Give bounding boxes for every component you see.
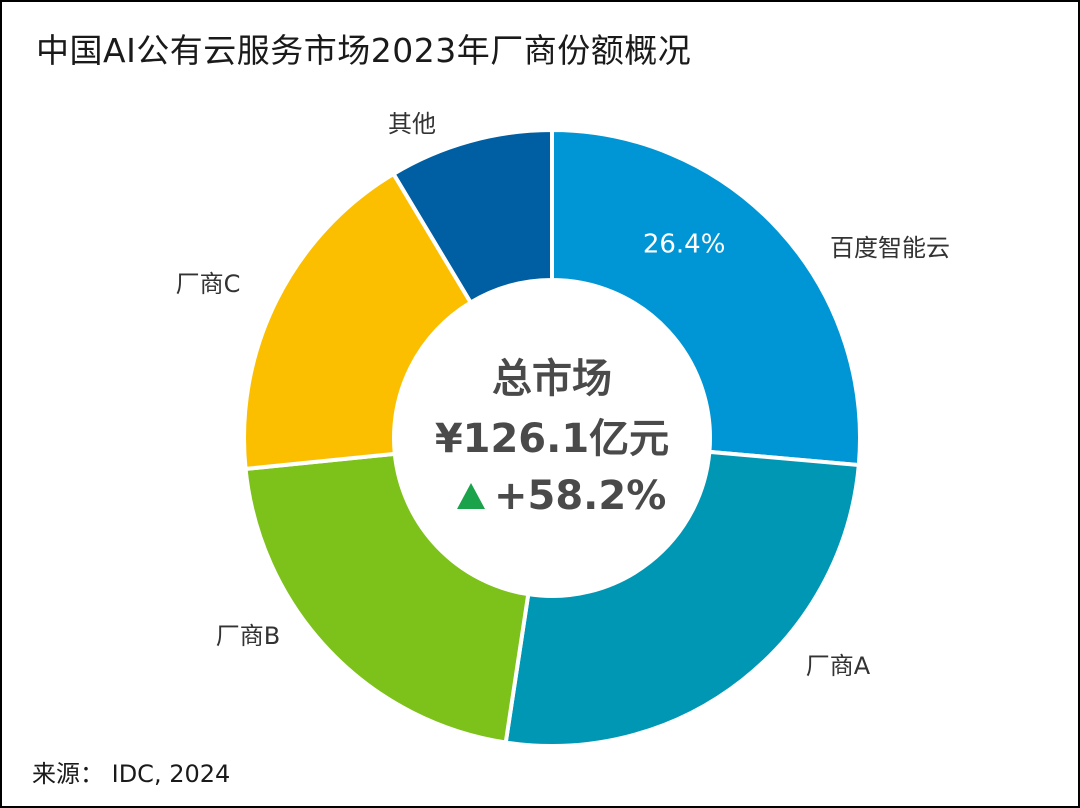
- donut-slice: [503, 449, 861, 748]
- donut-slice: [390, 127, 554, 306]
- chart-title: 中国AI公有云服务市场2023年厂商份额概况: [36, 31, 692, 70]
- slice-category-label: 百度智能云: [830, 234, 950, 262]
- source-note: 来源： IDC, 2024: [32, 760, 231, 788]
- center-total-value: ¥126.1亿元: [435, 416, 669, 462]
- center-title: 总市场: [492, 356, 612, 402]
- donut-slice: [550, 127, 862, 468]
- donut-slice: [242, 171, 474, 472]
- slice-category-label: 厂商C: [176, 270, 241, 298]
- slice-category-label: 厂商B: [216, 622, 280, 650]
- slice-category-label: 其他: [388, 110, 436, 138]
- donut-slice: [243, 451, 531, 745]
- slice-category-label: 厂商A: [806, 652, 871, 680]
- up-triangle-icon: [457, 483, 485, 509]
- donut-labels: 百度智能云 26.4% 厂商A 厂商B 厂商C 其他: [176, 110, 950, 680]
- donut-slices: [242, 127, 862, 748]
- center-summary: 总市场 ¥126.1亿元 +58.2%: [435, 356, 669, 519]
- center-growth: +58.2%: [494, 473, 666, 519]
- slice-value-label: 26.4%: [643, 230, 726, 260]
